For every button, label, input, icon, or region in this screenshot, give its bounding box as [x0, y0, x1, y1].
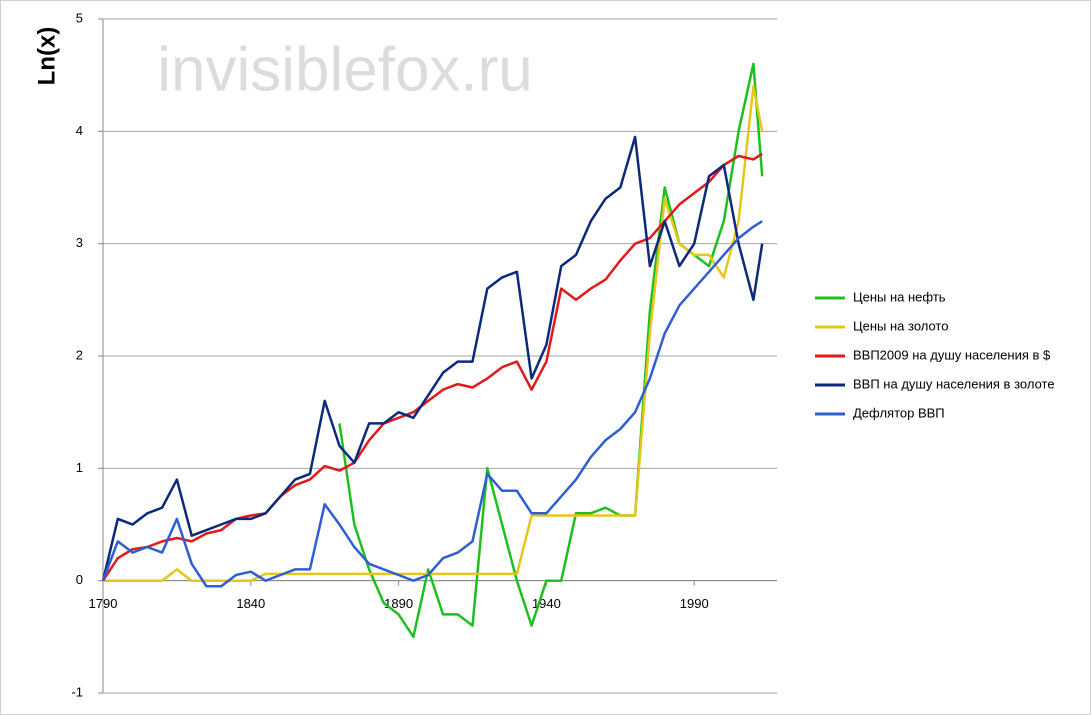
series-line: [103, 85, 764, 582]
y-tick-label: 4: [76, 123, 83, 138]
legend-label: Цены на золото: [853, 318, 948, 333]
series-line: [101, 135, 764, 581]
series-line: [101, 220, 763, 588]
x-tick-label: 1890: [384, 596, 413, 611]
y-tick-label: 2: [76, 347, 83, 362]
x-tick-label: 1840: [236, 596, 265, 611]
legend-label: ВВП на душу населения в золоте: [853, 376, 1055, 391]
legend-label: Цены на нефть: [853, 289, 946, 304]
y-tick-label: 1: [76, 460, 83, 475]
y-tick-label: 0: [76, 572, 83, 587]
legend-label: Дефлятор ВВП: [853, 405, 945, 420]
y-tick-label: 3: [76, 235, 83, 250]
y-tick-label: -1: [71, 684, 83, 699]
legend-label: ВВП2009 на душу населения в $: [853, 347, 1051, 362]
y-axis-title: Ln(x): [33, 27, 60, 86]
x-tick-label: 1790: [89, 596, 118, 611]
y-tick-label: 5: [76, 10, 83, 25]
watermark: invisiblefox.ru: [157, 35, 533, 104]
x-tick-label: 1990: [680, 596, 709, 611]
series-line: [101, 152, 763, 582]
series-line: [338, 62, 764, 639]
